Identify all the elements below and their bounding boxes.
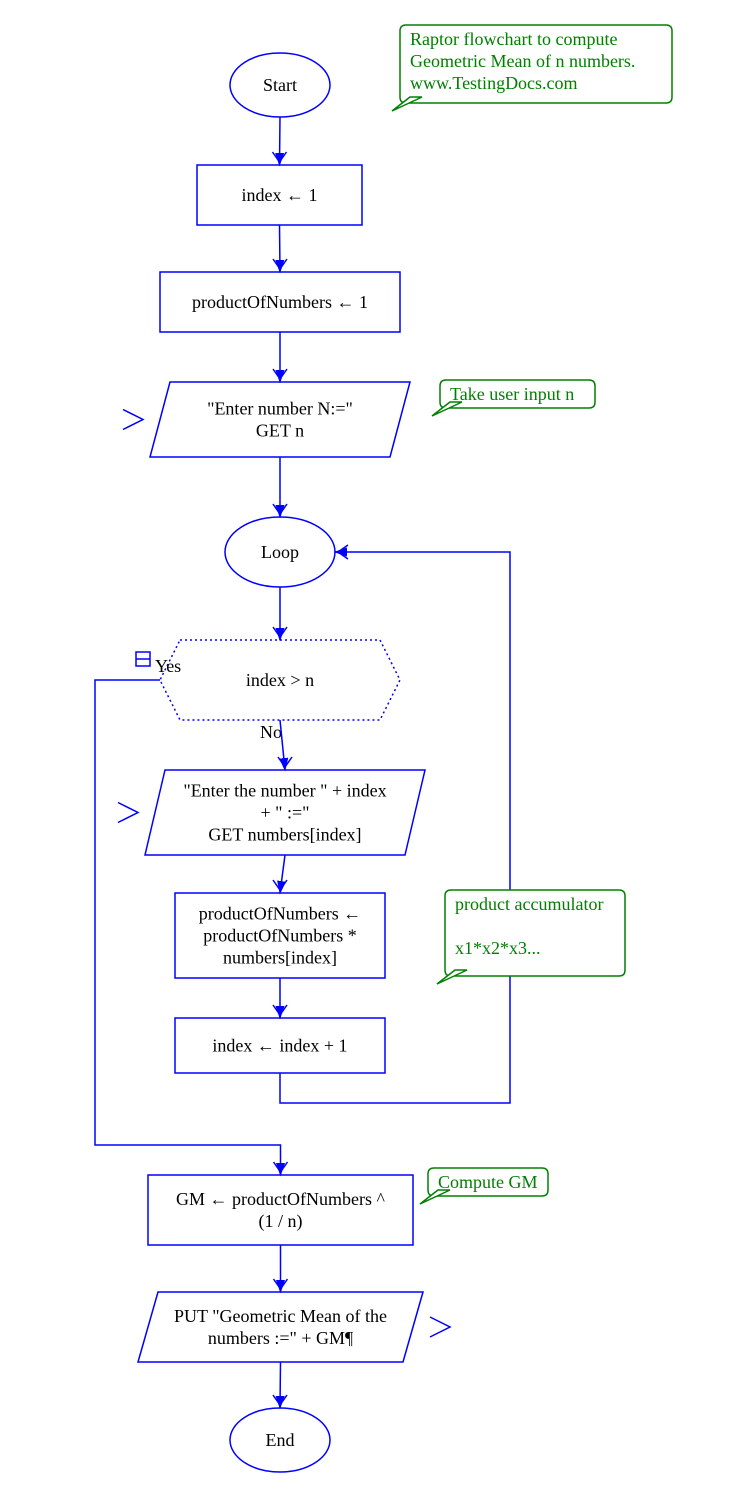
gm-line-0: GM ← productOfNumbers ^ <box>176 1189 385 1209</box>
comment-title-line-0: Raptor flowchart to compute <box>410 29 617 49</box>
gm-line-1: (1 / n) <box>259 1211 303 1232</box>
end-label: End <box>266 1430 295 1450</box>
decision-no-label: No <box>260 722 282 742</box>
input_num-line-0: "Enter the number " + index <box>183 781 386 801</box>
accum-line-0: productOfNumbers ← <box>199 904 361 924</box>
gm <box>148 1175 413 1245</box>
input_num-io-arrow <box>118 803 138 823</box>
comment-title-line-1: Geometric Mean of n numbers. <box>410 51 635 71</box>
input_num-line-2: GET numbers[index] <box>208 825 361 845</box>
comment-title-line-2: www.TestingDocs.com <box>410 73 578 93</box>
output-io-arrow <box>430 1317 450 1337</box>
input_num-line-1: + " :=" <box>261 803 310 823</box>
start-label: Start <box>263 75 297 95</box>
incr-line-0: index ← index + 1 <box>212 1036 347 1056</box>
input_n <box>150 382 410 457</box>
comment-input_n_note-line-0: Take user input n <box>450 384 574 404</box>
decision-yes-label: Yes <box>155 656 181 676</box>
assign1-line-0: index ← 1 <box>242 185 318 205</box>
input_n-io-arrow <box>123 410 143 430</box>
decision-line-0: index > n <box>246 670 314 690</box>
accum-line-2: numbers[index] <box>223 948 337 968</box>
comment-accum_note-line-0: product accumulator <box>455 894 603 914</box>
comment-title-tail <box>392 97 422 111</box>
comment-accum_note-tail <box>437 970 467 984</box>
loop-label: Loop <box>261 542 299 562</box>
comment-gm_note-line-0: Compute GM <box>438 1172 538 1192</box>
output <box>138 1292 423 1362</box>
assign2-line-0: productOfNumbers ← 1 <box>192 292 368 312</box>
comment-gm_note-tail <box>420 1190 450 1204</box>
comment-accum_note-line-2: x1*x2*x3... <box>455 938 541 958</box>
accum-line-1: productOfNumbers * <box>203 926 356 946</box>
comment-input_n_note-tail <box>432 402 462 416</box>
output-line-1: numbers :=" + GM¶ <box>208 1328 353 1348</box>
input_n-line-1: GET n <box>256 421 304 441</box>
input_n-line-0: "Enter number N:=" <box>207 399 353 419</box>
output-line-0: PUT "Geometric Mean of the <box>174 1306 387 1326</box>
